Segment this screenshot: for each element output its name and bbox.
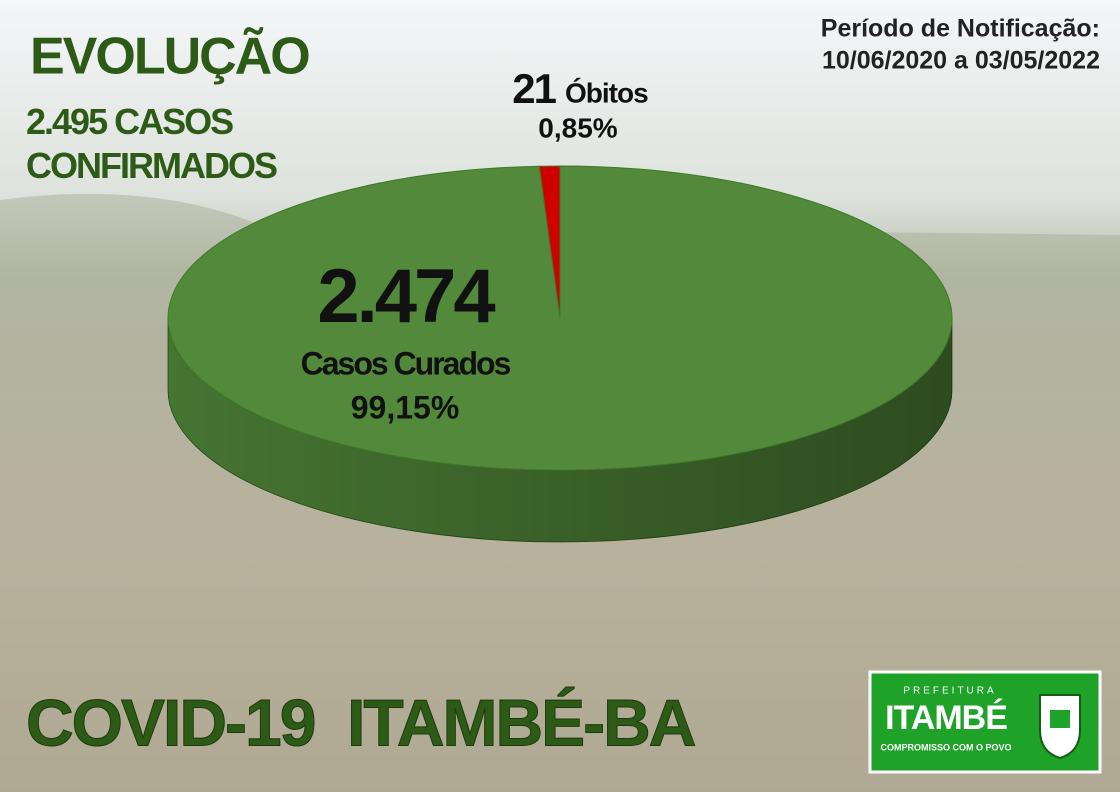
logo-motto: COMPROMISSO COM O POVO xyxy=(880,742,1011,752)
logo-top: PREFEITURA xyxy=(903,686,996,697)
period: 10/06/2020 a 03/05/2022 xyxy=(822,47,1100,75)
footer: COVID-19 ITAMBÉ-BA xyxy=(26,685,695,759)
pie-side-shade xyxy=(168,318,952,542)
period-label: Período de Notificação: xyxy=(821,15,1100,43)
pie-slice xyxy=(538,165,561,319)
percent-label: 99,15% xyxy=(351,389,460,425)
title: EVOLUÇÃO xyxy=(30,27,309,86)
percent-label: 0,85% xyxy=(538,112,617,143)
subtitle-box: 2.495 CASOS CONFIRMADOS xyxy=(26,101,278,186)
pie xyxy=(167,165,953,543)
logo-name: ITAMBÉ xyxy=(885,699,1007,737)
category-label: Óbitos xyxy=(565,77,648,108)
category-label: Casos Curados xyxy=(301,345,511,381)
data-label: 21 xyxy=(512,65,556,112)
data-label: 2.474 xyxy=(317,254,495,339)
logo: PREFEITURA ITAMBÉ COMPROMISSO COM O POVO xyxy=(868,670,1102,774)
logo-crest-center xyxy=(1050,710,1070,728)
subtitle: 2.495 CASOS CONFIRMADOS xyxy=(26,101,278,186)
